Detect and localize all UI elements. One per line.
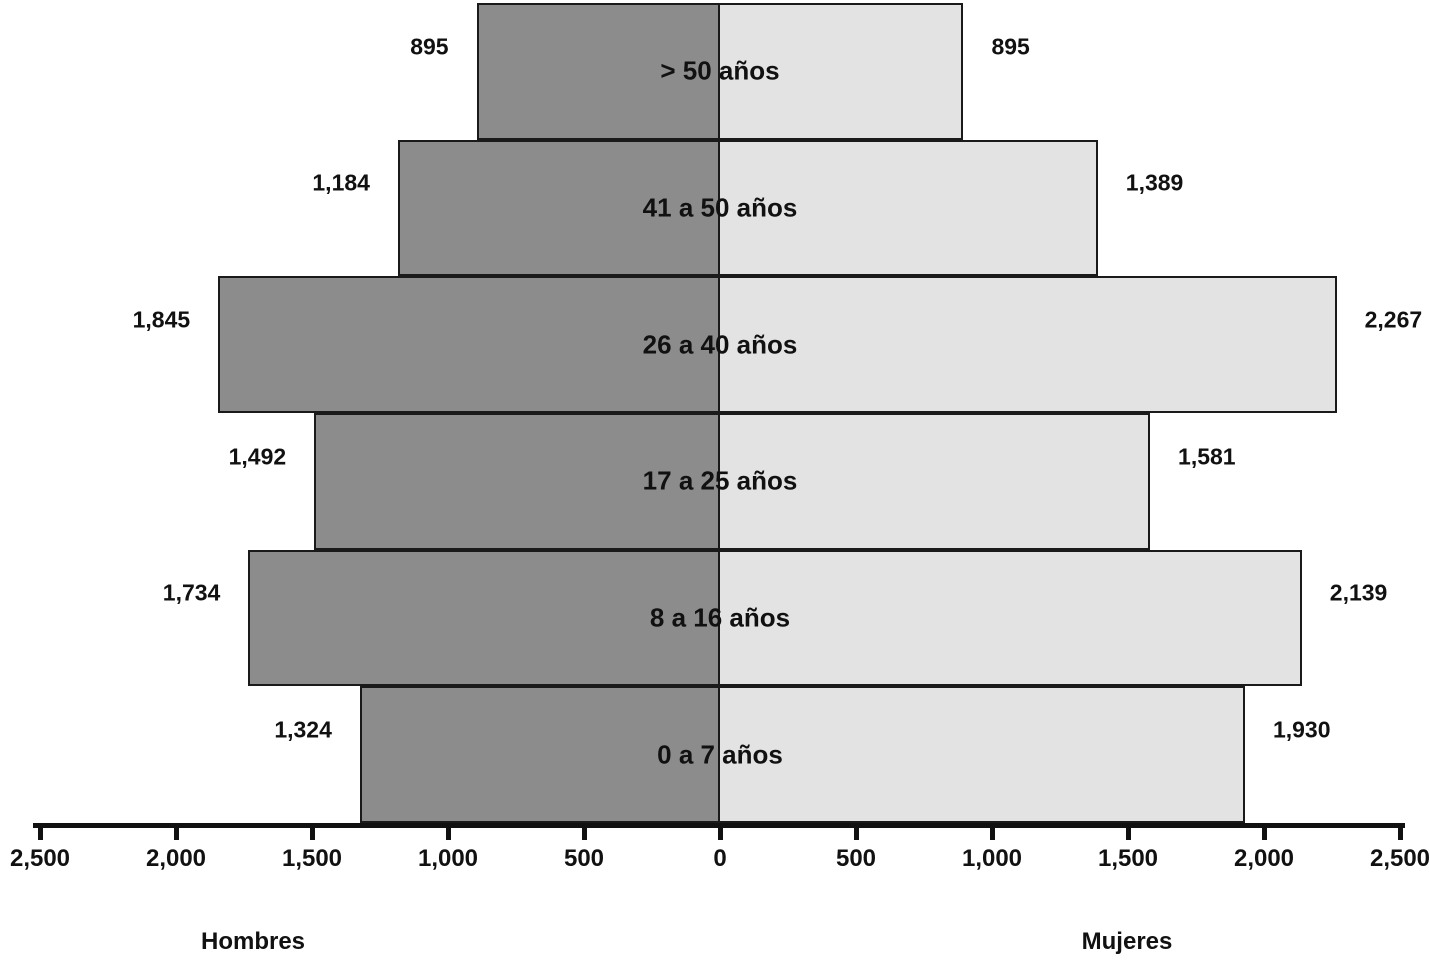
bar-hombres-row-1 [476, 3, 720, 140]
x-axis-tick-label-5: 0 [713, 845, 727, 872]
value-label-mujeres-row-5: 2,139 [1329, 579, 1388, 606]
bar-mujeres-row-3 [720, 276, 1337, 413]
x-axis-tick-label-10: 2,500 [1369, 845, 1430, 872]
x-axis-tick-label-7: 1,000 [961, 845, 1023, 872]
x-axis-tick-8 [1126, 823, 1131, 840]
x-axis-tick-label-1: 2,000 [145, 845, 207, 872]
x-axis-tick-label-8: 1,500 [1097, 845, 1159, 872]
bar-mujeres-row-1 [720, 3, 964, 140]
bar-mujeres-row-6 [720, 686, 1245, 823]
x-axis-tick-2 [310, 823, 315, 840]
x-axis-tick-9 [1262, 823, 1267, 840]
value-label-mujeres-row-6: 1,930 [1272, 716, 1331, 743]
x-axis-tick-5 [718, 823, 723, 840]
x-axis-line [33, 823, 1405, 828]
bar-mujeres-row-4 [720, 413, 1151, 550]
x-axis-tick-4 [582, 823, 587, 840]
x-axis-caption-mujeres: Mujeres [1081, 928, 1173, 955]
category-label-row-4: 17 a 25 años [642, 465, 798, 496]
category-label-row-6: 0 a 7 años [657, 739, 783, 770]
x-axis-tick-3 [446, 823, 451, 840]
value-label-hombres-row-4: 1,492 [228, 443, 287, 470]
value-label-hombres-row-3: 1,845 [132, 306, 191, 333]
value-label-hombres-row-2: 1,184 [312, 169, 370, 196]
bar-hombres-row-2 [397, 139, 720, 277]
value-label-hombres-row-6: 1,324 [274, 716, 332, 743]
bar-hombres-row-4 [314, 413, 720, 550]
category-label-row-3: 26 a 40 años [642, 329, 798, 360]
value-label-mujeres-row-1: 895 [991, 33, 1030, 60]
bar-hombres-row-3 [218, 276, 720, 413]
x-axis-caption-hombres: Hombres [200, 928, 306, 955]
x-axis-tick-0 [38, 823, 43, 840]
x-axis-tick-label-0: 2,500 [9, 845, 71, 872]
bar-mujeres-row-5 [720, 549, 1302, 687]
bar-hombres-row-6 [359, 686, 720, 823]
x-axis-tick-10 [1398, 823, 1403, 840]
value-label-hombres-row-5: 1,734 [162, 579, 221, 606]
value-label-hombres-row-1: 895 [410, 33, 449, 60]
x-axis-tick-6 [854, 823, 859, 840]
x-axis-tick-label-4: 500 [563, 845, 605, 872]
value-label-mujeres-row-3: 2,267 [1364, 306, 1423, 333]
value-label-mujeres-row-4: 1,581 [1178, 443, 1236, 470]
x-axis-tick-1 [174, 823, 179, 840]
value-label-mujeres-row-2: 1,389 [1125, 169, 1184, 196]
category-label-row-5: 8 a 16 años [649, 602, 791, 633]
bar-hombres-row-5 [248, 549, 720, 687]
bar-mujeres-row-2 [720, 139, 1098, 277]
category-label-row-2: 41 a 50 años [642, 192, 798, 223]
x-axis-tick-label-2: 1,500 [281, 845, 343, 872]
x-axis-tick-label-9: 2,000 [1233, 845, 1295, 872]
x-axis-tick-label-6: 500 [835, 845, 877, 872]
x-axis-tick-7 [990, 823, 995, 840]
x-axis-tick-label-3: 1,000 [417, 845, 479, 872]
category-label-row-1: > 50 años [660, 55, 780, 86]
